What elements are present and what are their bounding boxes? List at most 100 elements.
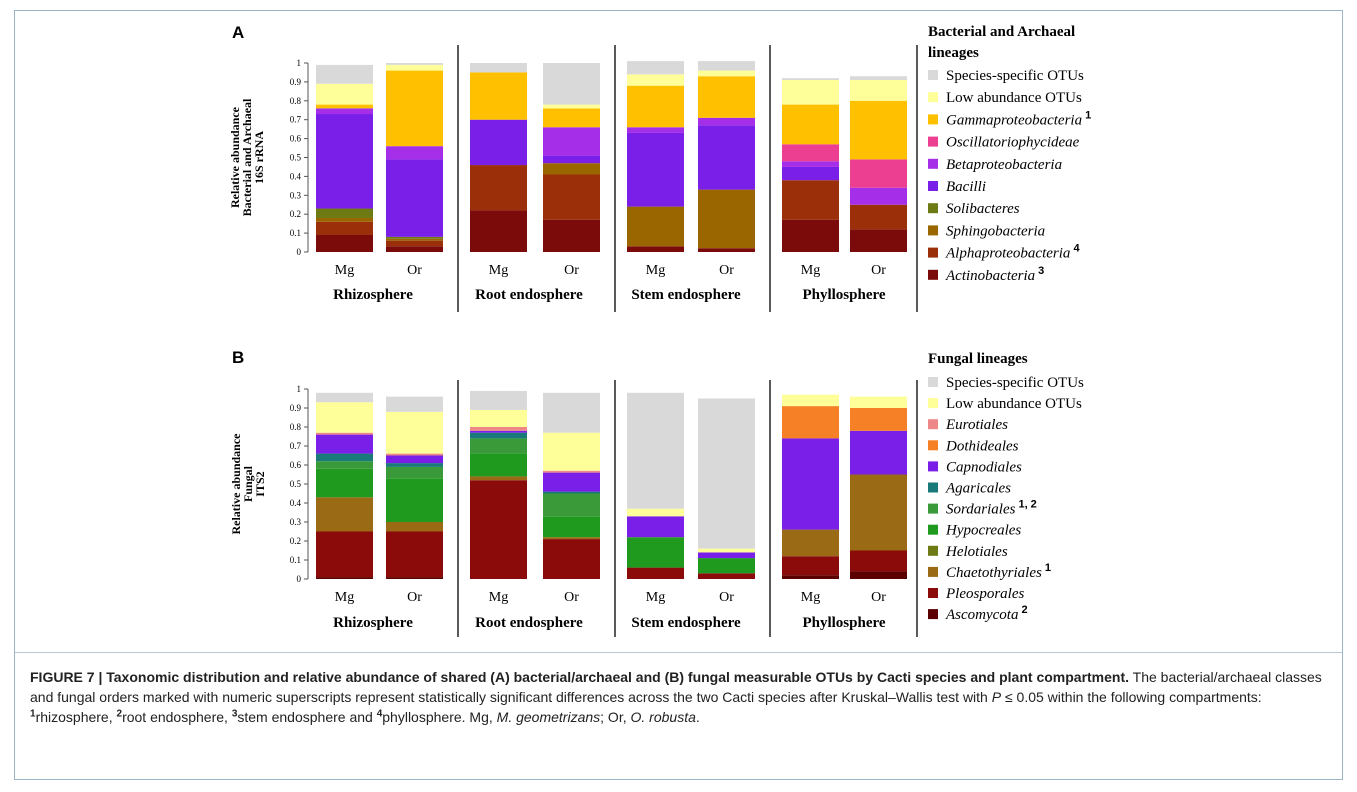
panel-a-bar-segment — [543, 104, 600, 109]
panel-b-legend-swatch — [928, 377, 938, 387]
panel-a-legend-swatch — [928, 181, 938, 191]
panel-a-bar-segment — [543, 219, 600, 252]
panel-b-bar-segment — [850, 430, 907, 475]
panel-a-bar-segment — [698, 125, 755, 190]
caption-or: O. robusta — [630, 709, 696, 725]
panel-a-bar-segment — [543, 155, 600, 164]
panel-b-y-tick-label: 0.2 — [290, 536, 301, 546]
panel-a-legend-label: Gammaproteobacteria 1 — [946, 109, 1091, 128]
panel-a-bar-segment — [698, 189, 755, 249]
panel-a-legend-label: Low abundance OTUs — [946, 90, 1082, 106]
panel-b-bar-segment — [850, 550, 907, 572]
panel-b-ylabel-line: Fungal — [241, 465, 255, 502]
panel-a-y-tick-label: 0.4 — [290, 171, 302, 181]
panel-b-bar-segment — [543, 493, 600, 517]
panel-b-bar-segment — [543, 392, 600, 433]
panel-a-bar-segment — [627, 132, 684, 207]
panel-b-legend-swatch — [928, 609, 938, 620]
panel-b-bar-label: Mg — [646, 590, 665, 605]
panel-b-bar-segment — [782, 394, 839, 407]
caption-lead: FIGURE 7 | Taxonomic distribution and re… — [30, 669, 1130, 685]
panel-a-bar-segment — [850, 204, 907, 230]
panel-b-bar-segment — [386, 531, 443, 578]
panel-b-bar-segment — [470, 453, 527, 477]
panel-a-bar-segment — [316, 114, 373, 209]
panel-a-legend-label: Actinobacteria 3 — [945, 265, 1044, 284]
caption-end: . — [695, 709, 700, 725]
panel-a-legend-label: Betaproteobacteria — [946, 157, 1062, 173]
panel-b-bar-segment — [698, 552, 755, 559]
panel-a-bar-segment — [316, 83, 373, 105]
panel-a-bar-segment — [782, 219, 839, 252]
panel-b-bar-segment — [470, 409, 527, 427]
panel-b-bar-segment — [386, 466, 443, 479]
panel-b-legend-label: Sordariales 1, 2 — [946, 499, 1037, 518]
panel-a-bar-segment — [470, 210, 527, 252]
caption-body-1: The bacterial/archaeal classes and funga… — [30, 669, 1322, 705]
panel-b-group-label: Stem endosphere — [631, 615, 741, 631]
panel-a-bar-segment — [386, 146, 443, 160]
panel-a-bar-segment — [782, 104, 839, 145]
panel-a-legend-superscript: 3 — [1038, 265, 1044, 277]
panel-b-legend-label: Chaetothyriales 1 — [946, 562, 1051, 581]
panel-b-bar-label: Or — [564, 590, 579, 605]
panel-a-ylabel-line: Bacterial and Archaeal — [240, 98, 254, 216]
panel-a-bar-segment — [316, 234, 373, 252]
panel-a-y-tick-label: 1 — [297, 58, 302, 68]
panel-b-bar-segment — [627, 508, 684, 517]
panel-a-bar-segment — [698, 70, 755, 77]
panel-a-legend-label: Sphingobacteria — [946, 223, 1045, 239]
panel-b-bar-segment — [470, 432, 527, 439]
panel-a-group-label: Stem endosphere — [631, 287, 741, 303]
panel-a-y-tick-label: 0 — [297, 247, 302, 257]
panel-b-y-tick-label: 0.5 — [290, 479, 302, 489]
panel-b-legend-swatch — [928, 566, 938, 577]
panel-a-ylabel-line: Relative abundance — [228, 106, 242, 208]
panel-a-legend-swatch — [928, 269, 938, 280]
caption-compartment-1: rhizosphere, — [35, 709, 117, 725]
panel-a-bar-segment — [543, 163, 600, 175]
panel-b-ylabel-line: ITS2 — [253, 471, 267, 496]
panel-b-bar-label: Or — [407, 590, 422, 605]
panel-a-legend-swatch — [928, 114, 938, 125]
panel-b-bar-label: Or — [871, 590, 886, 605]
panel-a-group-label: Rhizosphere — [333, 287, 413, 303]
panel-b-bar-segment — [316, 577, 373, 579]
panel-b-y-tick-label: 0.1 — [290, 555, 301, 565]
panel-b-bar-segment — [316, 497, 373, 532]
panel-b-bar-segment — [386, 577, 443, 579]
panel-a-bar-segment — [627, 127, 684, 133]
panel-b-letter: B — [232, 348, 244, 367]
panel-b-bar-segment — [698, 573, 755, 579]
panel-b-y-tick-label: 0.9 — [290, 403, 302, 413]
panel-a-bar-segment — [316, 108, 373, 115]
panel-a-y-tick-label: 0.6 — [290, 134, 302, 144]
caption-compartment-4: phyllosphere. Mg, — [382, 709, 497, 725]
panel-a-bar-segment — [627, 74, 684, 86]
panel-a-bar-segment — [386, 159, 443, 237]
panel-b-y-tick-label: 0.8 — [290, 422, 302, 432]
panel-b-bar-segment — [316, 461, 373, 469]
panel-b-ylabel-line: Relative abundance — [229, 433, 243, 535]
panel-a-bar-segment — [316, 217, 373, 222]
panel-b-bar-segment — [698, 548, 755, 553]
panel-a-legend-swatch — [928, 203, 938, 214]
panel-a-letter: A — [232, 23, 244, 42]
panel-b-bar-label: Mg — [335, 590, 354, 605]
panel-a-bar-segment — [698, 117, 755, 126]
panel-b-legend-label: Hypocreales — [945, 523, 1021, 539]
panel-a-group-label: Root endosphere — [475, 287, 583, 303]
panel-b-legend-label: Low abundance OTUs — [946, 396, 1082, 412]
panel-a-bar-segment — [698, 76, 755, 118]
panel-b-bar-segment — [316, 432, 373, 435]
panel-a-legend-swatch — [928, 158, 938, 169]
panel-b-group-label: Rhizosphere — [333, 615, 413, 631]
panel-a-y-tick-label: 0.9 — [290, 77, 302, 87]
panel-b-bar-segment — [470, 480, 527, 579]
panel-b-legend-swatch — [928, 503, 938, 514]
panel-a-bar-segment — [698, 248, 755, 252]
panel-a-bar-segment — [386, 63, 443, 65]
panel-a-bar-label: Or — [871, 263, 886, 278]
panel-b-bar-segment — [627, 392, 684, 509]
panel-a-legend-label: Solibacteres — [946, 201, 1020, 217]
